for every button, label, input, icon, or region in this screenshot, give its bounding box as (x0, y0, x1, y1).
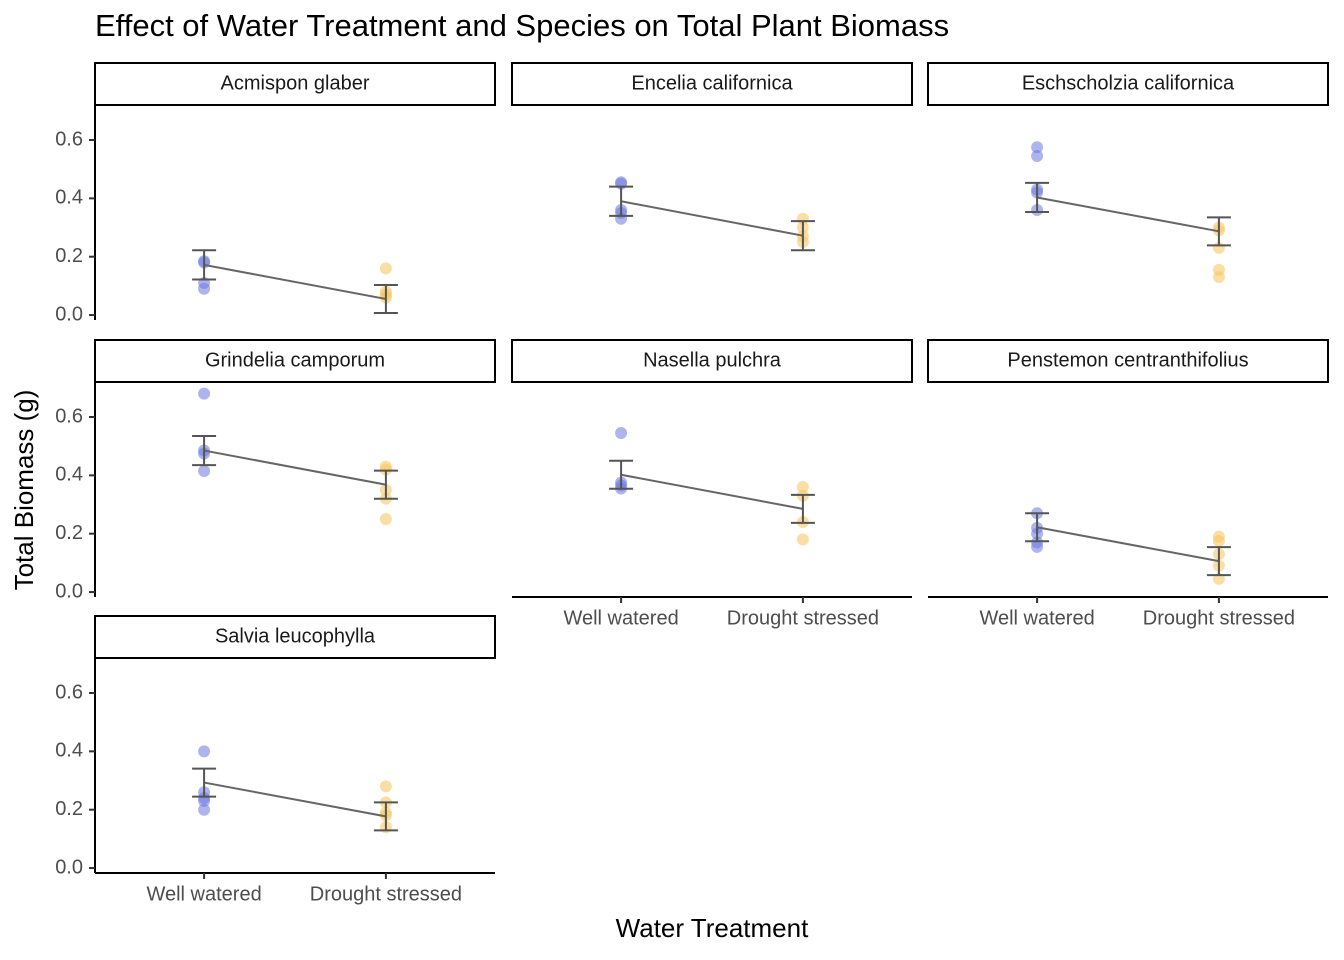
error-bar (609, 185, 634, 217)
mean-line (620, 473, 804, 510)
y-tick-label: 0.4 (55, 464, 83, 486)
x-tick-label: Drought stressed (727, 607, 879, 629)
error-bar (1025, 512, 1050, 543)
data-point (1212, 534, 1225, 547)
strip-text: Grindelia camporum (205, 349, 385, 371)
data-point (198, 282, 211, 295)
data-point (379, 780, 392, 793)
y-tick-label: 0.6 (55, 128, 83, 150)
y-axis-title: Total Biomass (g) (9, 390, 39, 591)
y-tick-label: 0.4 (55, 187, 83, 209)
y-tick-label: 0.6 (55, 405, 83, 427)
strip-text: Encelia californica (631, 72, 793, 94)
error-bar (192, 249, 217, 281)
x-tick-label: Drought stressed (310, 883, 462, 905)
y-tick-label: 0.0 (55, 303, 83, 325)
y-tick-label: 0.0 (55, 856, 83, 878)
data-point (379, 262, 392, 275)
strip (94, 615, 496, 659)
data-point (198, 745, 211, 758)
strip (94, 62, 496, 106)
x-axis-title: Water Treatment (616, 913, 809, 943)
strip (511, 339, 913, 383)
error-bar (609, 459, 634, 490)
error-bar (373, 283, 398, 314)
error-bar (373, 469, 398, 500)
data-point (198, 387, 211, 400)
error-bar (373, 801, 398, 832)
strip-text: Salvia leucophylla (215, 625, 376, 647)
data-point (198, 803, 211, 816)
error-bar (192, 767, 217, 798)
strip (927, 62, 1329, 106)
x-tick-label: Well watered (146, 883, 261, 905)
data-point (198, 794, 211, 807)
data-point (1212, 271, 1225, 284)
y-tick-label: 0.0 (55, 580, 83, 602)
strip (94, 339, 496, 383)
error-bar (192, 434, 217, 467)
y-tick-label: 0.6 (55, 681, 83, 703)
mean-line (620, 200, 804, 237)
data-point (198, 464, 211, 477)
strip-text: Acmispon glaber (221, 72, 370, 94)
data-point (379, 463, 392, 476)
x-tick-label: Well watered (979, 607, 1094, 629)
error-bar (790, 220, 815, 252)
mean-line (203, 781, 387, 818)
error-bar (1206, 216, 1231, 247)
error-bar (1025, 181, 1050, 214)
data-point (796, 533, 809, 546)
y-tick-label: 0.4 (55, 740, 83, 762)
data-point (615, 427, 628, 440)
mean-line (203, 449, 387, 486)
data-point (1031, 150, 1044, 163)
y-tick-label: 0.2 (55, 798, 83, 820)
strip-text: Nasella pulchra (643, 349, 782, 371)
data-point (379, 513, 392, 526)
x-tick-label: Drought stressed (1143, 607, 1295, 629)
chart-title: Effect of Water Treatment and Species on… (95, 8, 949, 43)
error-bar (790, 493, 815, 524)
strip-text: Penstemon centranthifolius (1007, 349, 1248, 371)
data-point (1031, 141, 1044, 154)
y-tick-label: 0.2 (55, 522, 83, 544)
error-bar (1206, 546, 1231, 577)
mean-line (203, 263, 387, 300)
strip-text: Eschscholzia californica (1022, 72, 1235, 94)
mean-line (1036, 196, 1220, 233)
mean-line (1036, 526, 1220, 563)
y-tick-label: 0.2 (55, 245, 83, 267)
data-point (1031, 540, 1044, 553)
data-point (796, 481, 809, 494)
strip (927, 339, 1329, 383)
x-tick-label: Well watered (563, 607, 678, 629)
strip (511, 62, 913, 106)
